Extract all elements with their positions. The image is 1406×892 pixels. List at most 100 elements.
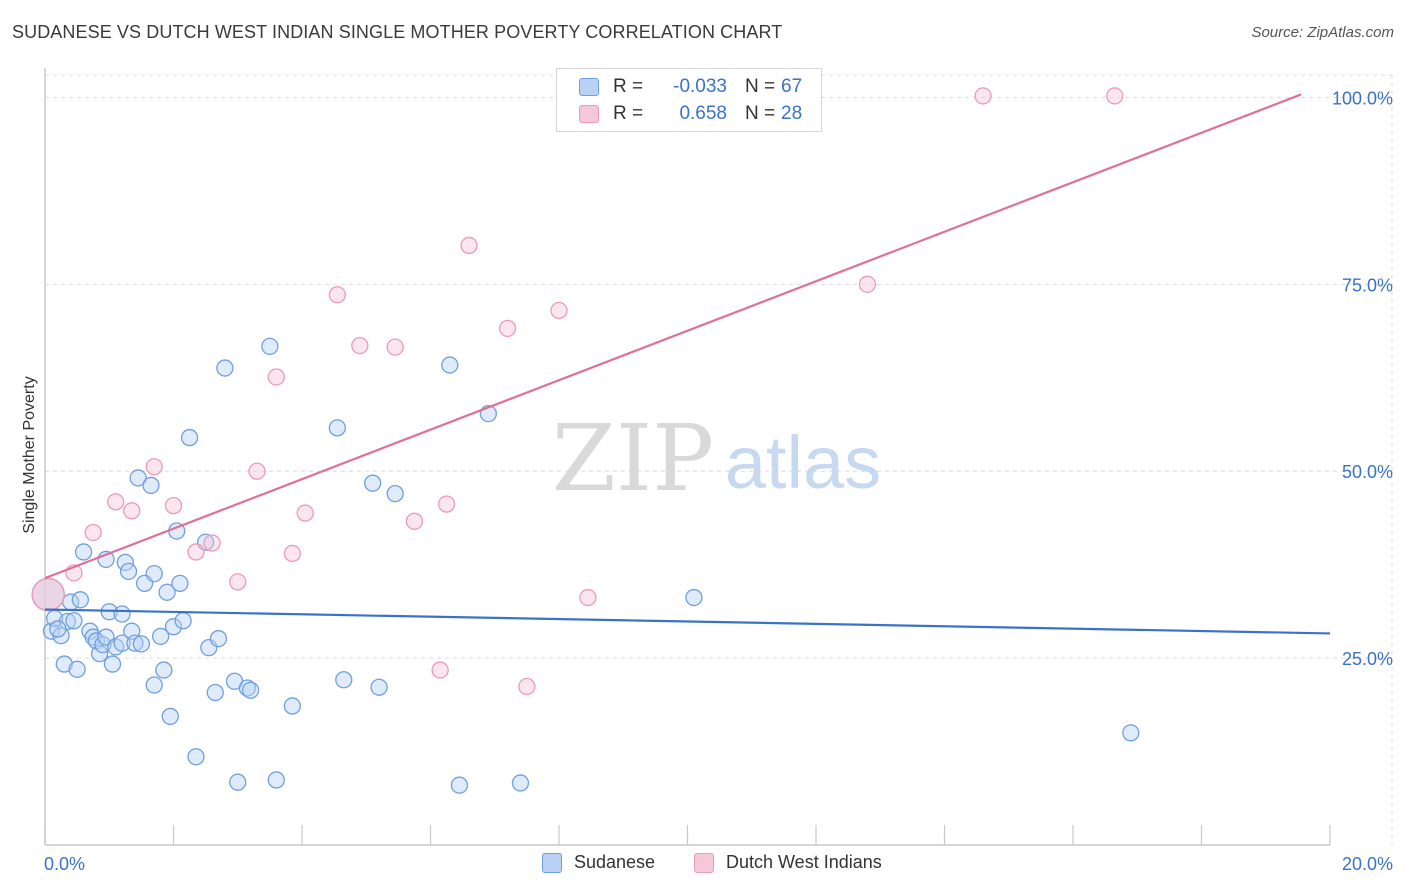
dutch-west-indian-point-19 [437,495,456,513]
sudanese-point-30 [142,476,160,495]
sudanese-point-10 [74,543,93,561]
legend-swatch-dutch-west-indians [694,852,714,873]
legend-n-label: N = [745,76,776,97]
trend-lines [44,93,1331,635]
sudanese-point-33 [151,627,170,646]
sudanese-point-7 [65,612,83,630]
y-tick-label-0: 25.0% [1342,649,1393,669]
sudanese-point-54 [283,697,302,715]
dutch-west-indian-point-13 [296,504,314,522]
sudanese-point-49 [229,773,247,791]
sudanese-point-19 [103,655,122,673]
grid [45,74,1393,845]
sudanese-point-64 [685,588,703,607]
y-axis-label: Single Mother Poverty [21,376,38,534]
sudanese-point-40 [174,612,192,630]
sudanese-points [31,337,1140,794]
legend-swatch-blue [579,78,599,96]
dutch-west-indian-point-23 [550,301,568,320]
y-tick-label-3: 100.0% [1332,88,1393,108]
dutch-west-indian-point-8 [203,534,221,552]
dutch-west-indian-point-5 [145,458,163,476]
sudanese-point-27 [129,469,147,487]
dutch-west-indian-point-25 [858,275,877,293]
sudanese-point-35 [158,583,176,601]
dutch-west-indian-point-2 [84,523,102,542]
legend-item-sudanese[interactable]: Sudanese [542,852,655,873]
sudanese-point-53 [267,771,285,789]
sudanese-point-63 [511,774,530,792]
legend-n-value: 28 [781,103,803,124]
dutch-west-indian-point-0 [31,577,65,612]
sudanese-point-51 [241,681,260,699]
sudanese-point-28 [132,635,151,653]
dutch-west-indian-point-21 [498,319,517,338]
sudanese-point-59 [386,484,404,503]
chart-title: SUDANESE VS DUTCH WEST INDIAN SINGLE MOT… [12,22,783,42]
legend-n-value: 67 [781,76,803,97]
sudanese-point-45 [206,683,224,702]
legend-label-sudanese: Sudanese [574,852,656,872]
dutch-west-indian-trend-line [44,93,1302,580]
x-tick-label-min: 0.0% [44,854,85,874]
sudanese-point-60 [441,356,459,374]
legend-r-value: 0.658 [679,103,727,124]
sudanese-point-65 [1122,724,1140,742]
sudanese-point-26 [126,634,144,652]
sudanese-point-58 [370,678,388,696]
sudanese-point-57 [364,474,382,492]
series-legend: Sudanese Dutch West Indians [0,852,1406,876]
dutch-west-indian-point-7 [187,543,205,561]
sudanese-point-21 [113,634,131,652]
sudanese-point-41 [180,428,199,447]
dutch-west-indian-point-18 [431,661,449,679]
dutch-west-indian-point-20 [460,236,478,255]
dutch-west-indian-point-22 [518,677,536,696]
sudanese-point-55 [328,419,346,437]
sudanese-point-46 [209,630,228,648]
sudanese-point-9 [71,591,89,609]
source-label: Source: ZipAtlas.com [1251,24,1394,41]
dutch-west-indian-point-4 [123,502,141,520]
legend-r-value: -0.033 [673,76,727,97]
sudanese-point-66 [49,620,67,638]
legend-swatch-pink [579,105,599,123]
dutch-west-indian-point-12 [283,544,302,563]
sudanese-point-42 [187,748,205,766]
dutch-west-indian-point-17 [405,512,424,530]
sudanese-point-39 [171,574,189,592]
sudanese-point-52 [261,337,279,356]
y-tick-label-2: 75.0% [1342,275,1393,295]
legend-row-sudanese: R = -0.033 N = 67 [579,75,802,99]
sudanese-point-47 [216,359,234,377]
y-tick-labels: 25.0% 50.0% 75.0% 100.0% [1332,88,1393,669]
sudanese-trend-line [44,608,1331,635]
sudanese-point-24 [119,562,138,581]
sudanese-point-31 [145,564,163,583]
sudanese-point-4 [55,655,73,673]
dutch-west-indian-point-3 [107,493,125,511]
dutch-west-indian-point-24 [579,588,597,607]
dutch-west-indian-point-9 [229,573,247,591]
sudanese-point-36 [161,707,179,726]
dutch-west-indian-point-10 [248,462,266,480]
sudanese-point-22 [113,605,131,623]
watermark: ZIP atlas [552,405,881,512]
legend-label-dutch-west-indians: Dutch West Indians [726,852,882,872]
sudanese-point-32 [145,676,163,694]
dutch-west-indian-point-27 [1106,87,1124,105]
legend-n-label: N = [745,103,776,124]
axes [44,68,1331,846]
stats-legend: R = -0.033 N = 67 R = 0.658 N = 28 [556,68,822,132]
x-tick-label-max: 20.0% [1342,854,1393,874]
dutch-west-indian-point-16 [386,338,404,356]
sudanese-point-23 [116,553,134,572]
watermark-atlas: atlas [725,421,881,504]
legend-r-label: R = [613,103,644,124]
dutch-west-indian-point-14 [328,286,346,304]
legend-item-dutch-west-indians[interactable]: Dutch West Indians [694,852,882,873]
sudanese-point-61 [450,776,469,794]
dutch-west-indian-point-26 [974,87,992,105]
sudanese-point-56 [335,671,353,689]
